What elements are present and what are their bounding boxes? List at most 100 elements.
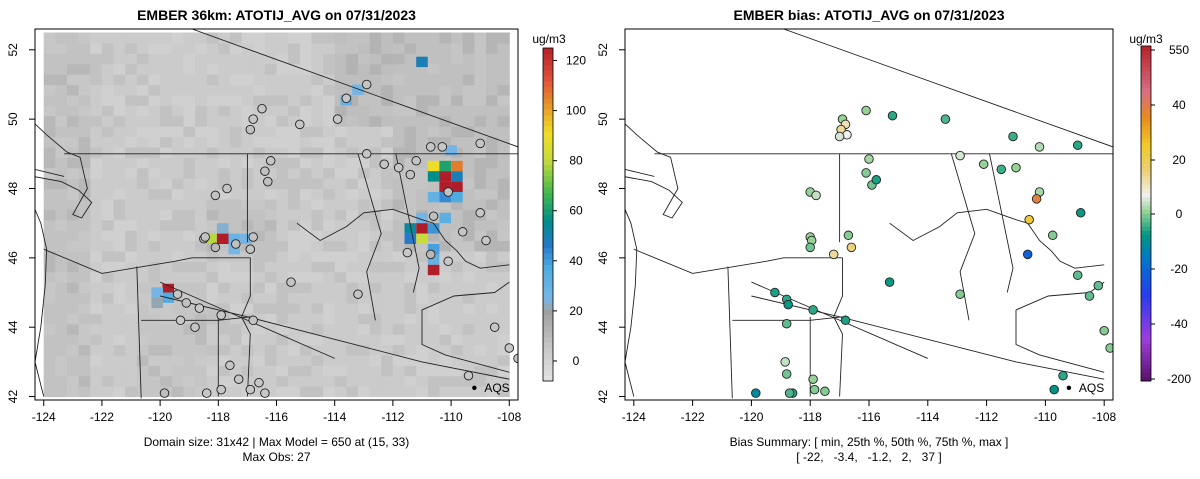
bias-point (751, 388, 761, 398)
grid-cell (462, 115, 475, 127)
grid-cell (171, 323, 184, 335)
grid-cell (125, 334, 138, 346)
grid-cell (486, 334, 499, 346)
grid-cell (253, 302, 266, 314)
boundary-line (241, 257, 251, 397)
grid-cell (125, 302, 138, 314)
grid-cell (101, 209, 115, 221)
grid-cell (113, 250, 126, 262)
grid-cell (323, 198, 336, 210)
grid-cell (346, 219, 359, 231)
grid-cell (136, 386, 149, 398)
grid-cell (392, 302, 406, 314)
grid-cell (486, 94, 499, 106)
grid-cell (381, 178, 394, 190)
grid-cell (78, 302, 91, 314)
bias-point (770, 287, 780, 298)
grid-cell (276, 365, 289, 377)
grid-cell (451, 261, 464, 273)
colorbar-segment (1141, 360, 1151, 365)
grid-cell (451, 136, 464, 148)
colorbar-tick-label: 40 (1172, 98, 1186, 112)
grid-cell (55, 240, 68, 252)
grid-cell (43, 386, 56, 398)
grid-cell (323, 323, 336, 335)
grid-cell (358, 323, 371, 335)
grid-cell (288, 84, 301, 96)
grid-cell (358, 240, 371, 252)
grid-cell (43, 198, 56, 210)
grid-cell (311, 53, 324, 65)
grid-cell (276, 344, 289, 356)
grid-cell (264, 313, 278, 325)
site-marker (489, 322, 500, 332)
grid-cell (253, 188, 266, 200)
grid-cell (183, 126, 196, 138)
bias-point (1047, 230, 1058, 241)
colorbar-segment (543, 131, 553, 138)
grid-cell (218, 126, 231, 138)
grid-cell (241, 302, 254, 314)
grid-cell (43, 105, 56, 117)
grid-cell (486, 188, 499, 200)
grid-cell (195, 74, 208, 86)
grid-cell (311, 271, 324, 283)
grid-cell (206, 126, 219, 138)
bias-point (996, 164, 1007, 175)
grid-cell (276, 313, 289, 325)
grid-cell (276, 334, 289, 346)
grid-cell (78, 53, 91, 65)
grid-cell (101, 63, 115, 75)
site-marker (513, 353, 518, 364)
grid-cell (67, 344, 80, 356)
grid-cell (416, 188, 429, 200)
grid-cell (253, 53, 266, 65)
grid-cell (358, 105, 371, 117)
grid-cell (346, 323, 359, 335)
colorbar-segment (543, 281, 553, 288)
grid-cell (113, 115, 126, 127)
grid-cell (218, 146, 231, 158)
grid-cell (90, 115, 103, 127)
grid-cell (78, 105, 91, 117)
grid-cell (125, 292, 138, 304)
colorbar-segment (1141, 251, 1151, 256)
grid-cell (346, 292, 359, 304)
grid-cell (311, 198, 324, 210)
colorbar-segment (1141, 133, 1151, 139)
grid-cell (381, 230, 394, 242)
grid-cell (90, 32, 103, 44)
grid-cell (474, 344, 487, 356)
grid-cell (334, 146, 347, 158)
grid-cell (171, 375, 184, 387)
grid-cell (90, 313, 103, 325)
grid-cell (55, 136, 68, 148)
grid-cell (171, 386, 184, 398)
grid-cell (148, 271, 161, 283)
grid-cell (299, 344, 312, 356)
grid-cell (497, 302, 510, 314)
colorbar-segment (543, 192, 553, 199)
colorbar-tick-label: 80 (569, 154, 583, 168)
x-tick-label: -124 (32, 410, 56, 424)
colorbar-segment (1141, 125, 1151, 131)
grid-cell (171, 74, 184, 86)
grid-cell (451, 354, 464, 366)
grid-cell (183, 250, 196, 262)
grid-cell (346, 198, 359, 210)
grid-cell (276, 188, 289, 200)
grid-cell (323, 240, 336, 252)
grid-cell (67, 323, 80, 335)
grid-cell (346, 365, 359, 377)
grid-cell (381, 261, 394, 273)
grid-cell (486, 53, 499, 65)
grid-cell (462, 105, 475, 117)
site-marker (379, 159, 389, 169)
grid-cell (160, 167, 173, 179)
grid-cell (451, 313, 464, 325)
grid-cell (439, 292, 452, 304)
grid-cell (497, 74, 510, 86)
grid-cell (404, 188, 417, 200)
grid-cell (358, 84, 371, 96)
grid-cell (195, 167, 208, 179)
